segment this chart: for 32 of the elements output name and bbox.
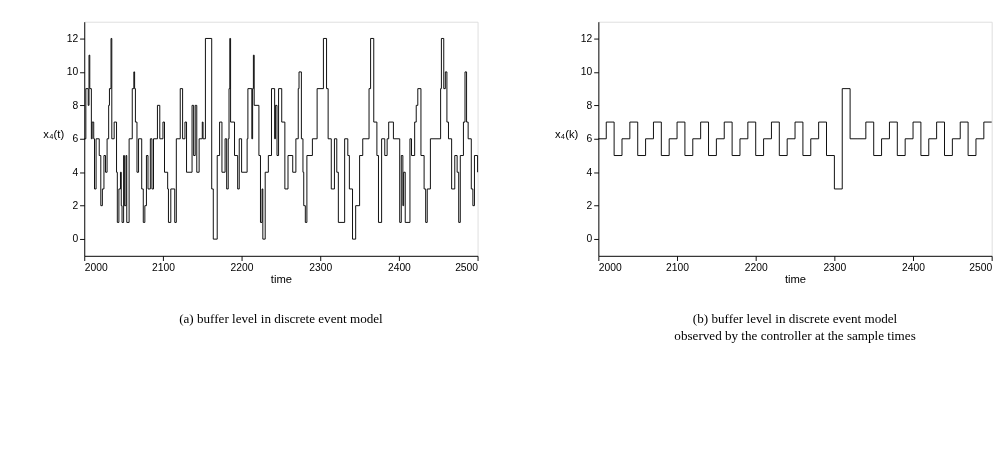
y-tick-label: 6: [72, 133, 79, 145]
x-axis-title: time: [784, 273, 807, 286]
y-tick-label: 12: [580, 32, 593, 44]
x-axis-title: time: [270, 273, 292, 286]
y-tick-label: 2: [586, 199, 593, 211]
y-tick-label: 4: [586, 166, 593, 178]
x-tick-label: 2500: [455, 262, 479, 274]
x-tick-label: 2500: [969, 262, 993, 274]
x-tick-label: 2100: [151, 262, 176, 274]
x-tick-label: 2300: [309, 262, 333, 274]
x-tick-label: 2200: [744, 262, 768, 274]
y-tick-label: 10: [66, 66, 79, 78]
y-tick-label: 10: [580, 66, 593, 78]
text: (a) buffer level in discrete event model: [179, 311, 384, 327]
x-tick-label: 2000: [598, 262, 623, 274]
x-tick-label: 2100: [666, 262, 690, 274]
x-tick-label: 2200: [230, 262, 254, 274]
x-tick-label: 2000: [84, 262, 108, 274]
y-tick-label: 0: [72, 233, 79, 245]
x-tick-label: 2400: [387, 262, 412, 274]
y-axis-title: x₄(k): [554, 128, 579, 141]
y-tick-label: 2: [72, 199, 79, 211]
x-tick-label: 2400: [902, 262, 926, 274]
text: (b) buffer level in discrete event model observed by the controller at the sample times: [674, 311, 916, 344]
y-tick-label: 8: [72, 99, 79, 111]
y-tick-label: 6: [586, 133, 593, 145]
y-axis-title: x₄(t): [43, 128, 65, 141]
y-tick-label: 4: [72, 166, 79, 178]
y-tick-label: 8: [586, 99, 593, 111]
x-tick-label: 2300: [823, 262, 847, 274]
y-tick-label: 0: [586, 233, 593, 245]
y-tick-label: 12: [66, 32, 79, 44]
